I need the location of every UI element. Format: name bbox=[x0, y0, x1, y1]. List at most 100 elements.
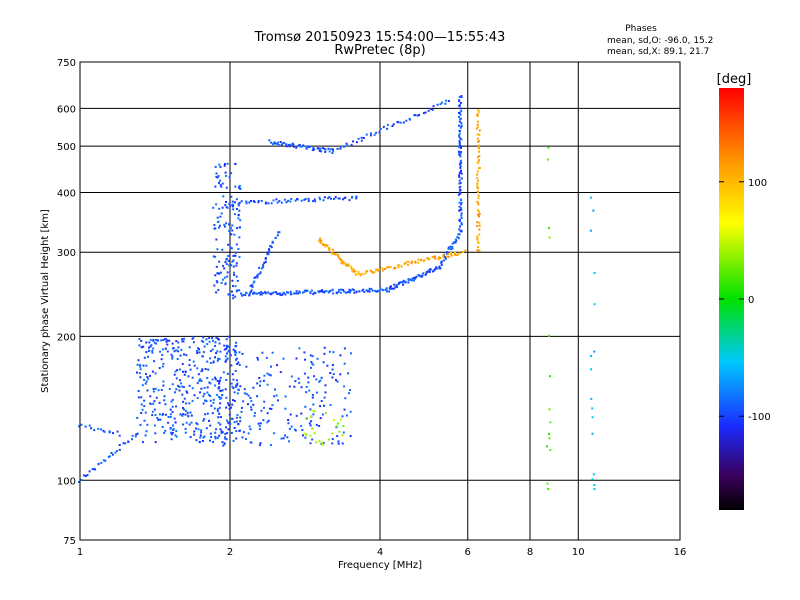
data-point bbox=[247, 432, 250, 435]
data-point bbox=[166, 343, 169, 346]
data-point bbox=[425, 272, 428, 275]
data-point bbox=[185, 402, 188, 405]
data-point bbox=[90, 427, 93, 430]
data-point bbox=[241, 294, 244, 297]
data-point bbox=[232, 297, 235, 300]
data-point bbox=[592, 473, 595, 476]
data-point bbox=[175, 435, 178, 438]
data-point bbox=[460, 124, 463, 127]
data-point bbox=[269, 374, 272, 377]
data-point bbox=[234, 354, 237, 356]
data-point bbox=[287, 144, 290, 146]
data-point bbox=[327, 147, 330, 150]
data-point bbox=[349, 410, 352, 413]
data-point bbox=[304, 405, 307, 408]
data-point bbox=[345, 414, 348, 417]
data-point bbox=[235, 358, 237, 361]
data-point bbox=[360, 272, 363, 275]
data-point bbox=[104, 459, 107, 462]
data-point bbox=[223, 223, 226, 226]
data-point bbox=[173, 373, 176, 376]
data-point bbox=[460, 151, 463, 153]
data-point bbox=[309, 442, 312, 445]
data-point bbox=[231, 373, 234, 376]
data-point bbox=[232, 387, 235, 389]
data-point bbox=[458, 140, 461, 142]
data-point bbox=[164, 337, 167, 340]
data-point bbox=[209, 395, 212, 397]
data-point bbox=[459, 118, 462, 121]
data-point bbox=[158, 413, 161, 416]
data-point bbox=[181, 363, 184, 365]
data-point bbox=[142, 364, 145, 367]
data-point bbox=[228, 346, 231, 348]
data-point bbox=[229, 204, 232, 207]
data-point bbox=[307, 381, 310, 384]
data-point bbox=[237, 361, 240, 364]
data-point bbox=[207, 368, 210, 371]
data-point bbox=[224, 388, 227, 391]
data-point bbox=[154, 424, 156, 427]
data-point bbox=[339, 354, 342, 357]
data-point bbox=[169, 427, 172, 430]
data-point bbox=[206, 377, 209, 379]
data-point bbox=[417, 274, 420, 277]
data-point bbox=[392, 123, 395, 126]
data-point bbox=[464, 249, 467, 252]
data-point bbox=[145, 430, 148, 433]
data-point bbox=[179, 354, 182, 357]
data-point bbox=[440, 261, 443, 264]
data-point bbox=[458, 115, 460, 118]
data-point bbox=[231, 260, 234, 263]
data-point bbox=[171, 357, 174, 360]
data-point bbox=[282, 291, 285, 294]
data-point bbox=[250, 408, 253, 411]
data-point bbox=[214, 437, 217, 440]
data-point bbox=[154, 372, 157, 375]
data-point bbox=[211, 337, 214, 340]
data-point bbox=[459, 166, 462, 169]
data-point bbox=[174, 391, 176, 394]
data-point bbox=[331, 252, 334, 255]
data-point bbox=[177, 350, 180, 353]
y-tick-label: 100 bbox=[57, 476, 76, 487]
data-point bbox=[266, 372, 269, 375]
data-point bbox=[161, 426, 164, 428]
data-point bbox=[350, 265, 353, 268]
data-point bbox=[151, 410, 154, 413]
data-point bbox=[170, 431, 172, 434]
data-point bbox=[216, 436, 219, 439]
data-point bbox=[230, 195, 233, 198]
data-point bbox=[214, 376, 216, 379]
data-point bbox=[273, 395, 276, 398]
data-point bbox=[336, 425, 339, 428]
data-point bbox=[150, 344, 153, 347]
data-point bbox=[476, 225, 479, 227]
data-point bbox=[407, 281, 410, 284]
data-point bbox=[345, 264, 347, 267]
data-point bbox=[315, 423, 318, 426]
data-point bbox=[148, 341, 151, 344]
data-point bbox=[459, 137, 462, 140]
data-point bbox=[336, 435, 339, 438]
data-point bbox=[272, 291, 275, 294]
data-point bbox=[287, 291, 290, 294]
data-point bbox=[322, 147, 325, 149]
data-point bbox=[307, 376, 310, 379]
data-point bbox=[591, 432, 594, 435]
data-point bbox=[323, 396, 326, 399]
data-point bbox=[459, 161, 462, 164]
data-point bbox=[184, 431, 187, 434]
data-points bbox=[78, 95, 596, 491]
data-point bbox=[180, 348, 183, 351]
data-point bbox=[360, 136, 363, 139]
data-point bbox=[446, 252, 449, 255]
data-point bbox=[215, 291, 218, 294]
data-point bbox=[234, 201, 236, 204]
data-point bbox=[167, 421, 170, 424]
data-point bbox=[283, 141, 286, 144]
data-point bbox=[157, 389, 160, 392]
data-point bbox=[298, 347, 301, 350]
data-point bbox=[223, 348, 226, 351]
data-point bbox=[227, 254, 230, 257]
